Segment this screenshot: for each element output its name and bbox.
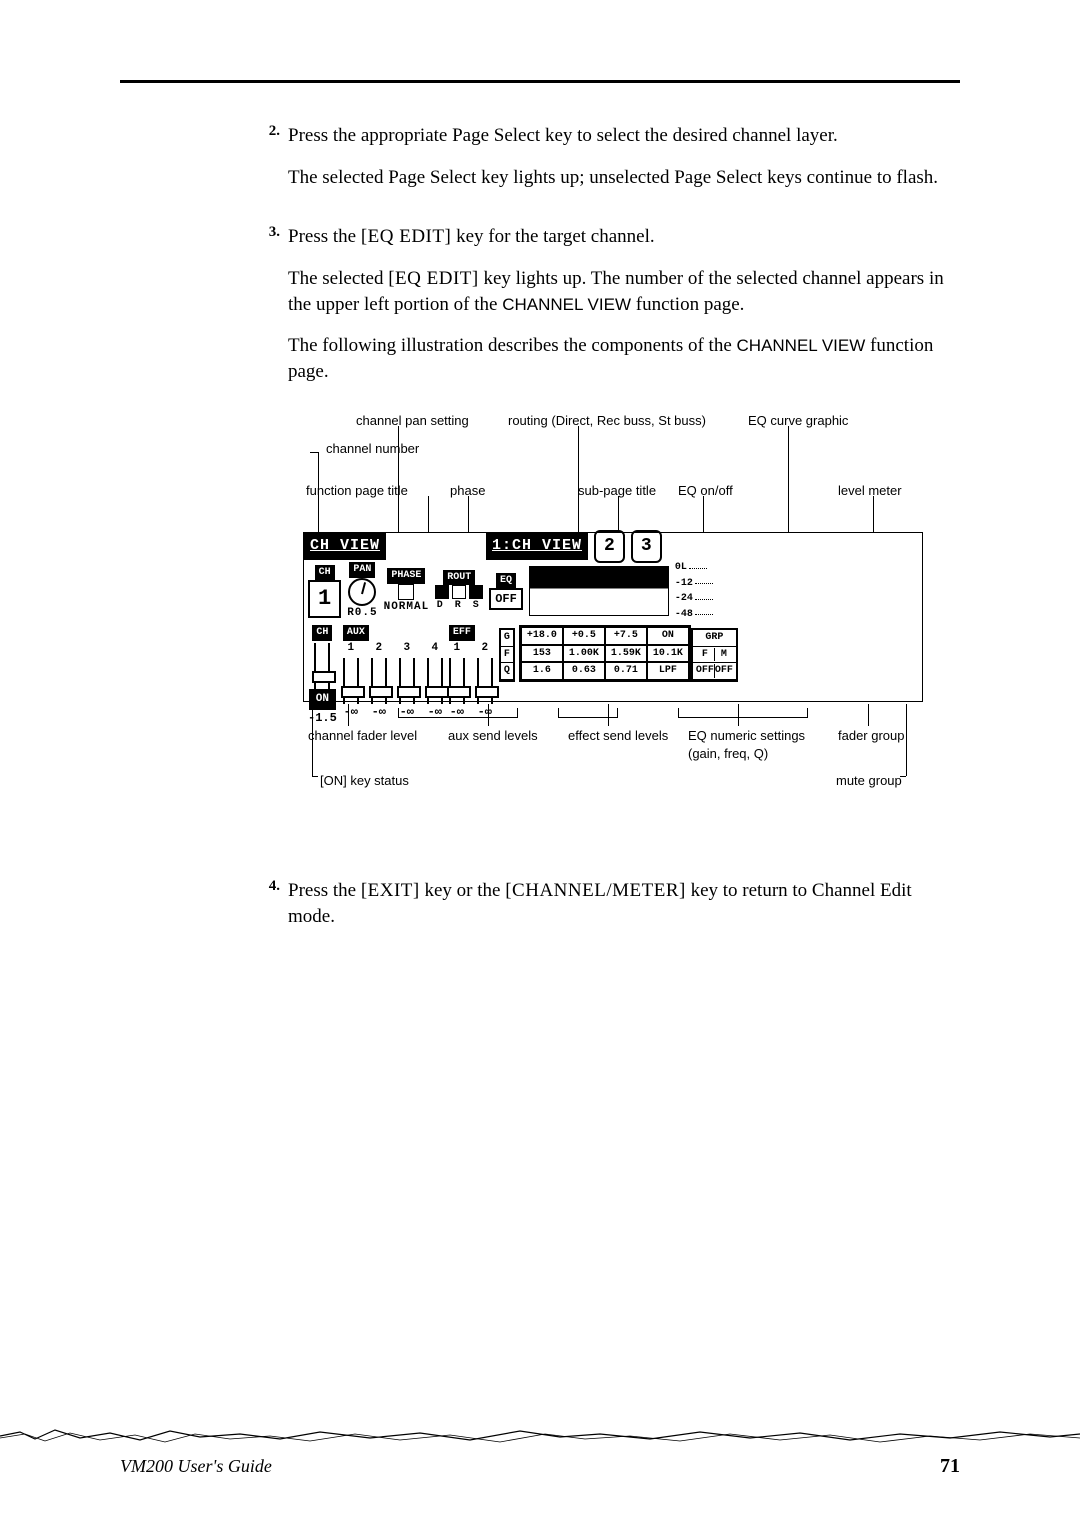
step-3-p1-caps: CHANNEL VIEW: [502, 295, 631, 314]
step-4-b: key or the: [425, 880, 506, 901]
channel-view-diagram: channel pan setting routing (Direct, Rec…: [278, 412, 948, 832]
step-4: 4. Press the [EXIT] key or the [CHANNEL/…: [260, 878, 960, 945]
lcd-pan-chip: PAN: [349, 562, 375, 578]
label-ch-number: channel number: [326, 440, 419, 458]
lcd-phase-value: NORMAL: [384, 600, 430, 615]
step-2-number: 2.: [260, 123, 288, 206]
label-level-meter: level meter: [838, 482, 902, 500]
label-fader-group: fader group: [838, 727, 905, 745]
step-4-key1: [EXIT]: [361, 880, 420, 901]
lcd-phase-box: [398, 584, 414, 600]
lcd-rout-letters: D R S: [437, 599, 482, 613]
label-eq-curve: EQ curve graphic: [748, 412, 848, 430]
footer-doc-title: VM200 User's Guide: [120, 1456, 272, 1477]
lcd-aux-chip: AUX: [343, 625, 369, 641]
lcd-eq-off: OFF: [489, 588, 523, 610]
label-eq-onoff: EQ on/off: [678, 482, 733, 500]
lcd-subtitle: 1:CH VIEW: [486, 533, 588, 559]
lcd-screen: CH VIEW 1:CH VIEW 2 3 CH: [303, 532, 923, 702]
step-2-lead: Press the appropriate Page Select key to…: [288, 123, 960, 149]
lcd-ch-number: 1: [308, 580, 341, 618]
lcd-pan-dial: [348, 578, 376, 606]
page-footer: VM200 User's Guide 71: [120, 1455, 960, 1478]
lcd-ch-chip: CH: [315, 565, 335, 581]
lcd-title: CH VIEW: [304, 533, 386, 559]
lcd-pan-value: R0.5: [347, 606, 377, 621]
step-4-a: Press the: [288, 880, 361, 901]
step-4-number: 4.: [260, 878, 288, 945]
lcd-eq-chip: EQ: [496, 573, 516, 589]
label-eq-numeric: EQ numeric settings (gain, freq, Q): [688, 727, 828, 762]
label-aux-levels: aux send levels: [448, 727, 538, 745]
lcd-badge-2: 2: [594, 530, 625, 562]
lcd-ch-chip2: CH: [312, 625, 332, 641]
step-3-lead-a: Press the: [288, 226, 361, 247]
header-rule: [120, 80, 960, 83]
lcd-eff-chip: EFF: [449, 625, 475, 641]
step-3-lead-key: [EQ EDIT]: [361, 226, 452, 247]
lcd-rout-boxes: [435, 585, 483, 599]
lcd-grp-col: GRP FM OFFOFF: [691, 628, 738, 682]
step-3-para1: The selected [EQ EDIT] key lights up. Th…: [288, 266, 960, 317]
step-2: 2. Press the appropriate Page Select key…: [260, 123, 960, 206]
step-3-p2-a: The following illustration describes the…: [288, 335, 737, 356]
lcd-level-meter: 0L -12 -24 -48: [675, 561, 713, 621]
step-3-lead-b: key for the target channel.: [456, 226, 655, 247]
step-3-p1-c: function page.: [636, 294, 745, 315]
step-3-para2: The following illustration describes the…: [288, 333, 960, 384]
lcd-gfq-labels: G F Q: [499, 628, 515, 682]
label-fn-title: function page title: [306, 482, 408, 500]
footer-page-number: 71: [940, 1455, 960, 1478]
label-routing: routing (Direct, Rec buss, St buss): [508, 412, 706, 430]
step-4-lead: Press the [EXIT] key or the [CHANNEL/MET…: [288, 878, 960, 929]
step-2-para: The selected Page Select key lights up; …: [288, 165, 960, 191]
label-pan: channel pan setting: [356, 412, 469, 430]
lcd-ch-fader: [314, 643, 330, 689]
step-4-key2: [CHANNEL/METER]: [505, 880, 686, 901]
step-3: 3. Press the [EQ EDIT] key for the targe…: [260, 224, 960, 860]
step-3-p1-a: The selected: [288, 268, 388, 289]
label-on-key: [ON] key status: [320, 772, 409, 790]
lcd-eq-grid: +18.0+0.5+7.5ON 1531.00K1.59K10.1K 1.60.…: [519, 625, 691, 682]
lcd-phase-chip: PHASE: [387, 568, 425, 584]
lcd-rout-chip: ROUT: [443, 570, 475, 586]
step-3-lead: Press the [EQ EDIT] key for the target c…: [288, 224, 960, 250]
lcd-badge-3: 3: [631, 530, 662, 562]
step-3-p1-key: [EQ EDIT]: [388, 268, 479, 289]
lcd-eq-curve: [529, 566, 669, 616]
torn-edge-decoration: [0, 1424, 1080, 1448]
label-eff-levels: effect send levels: [568, 727, 668, 745]
label-mute-group: mute group: [836, 772, 902, 790]
label-fader-level: channel fader level: [308, 727, 417, 745]
step-3-p2-caps: CHANNEL VIEW: [737, 336, 866, 355]
